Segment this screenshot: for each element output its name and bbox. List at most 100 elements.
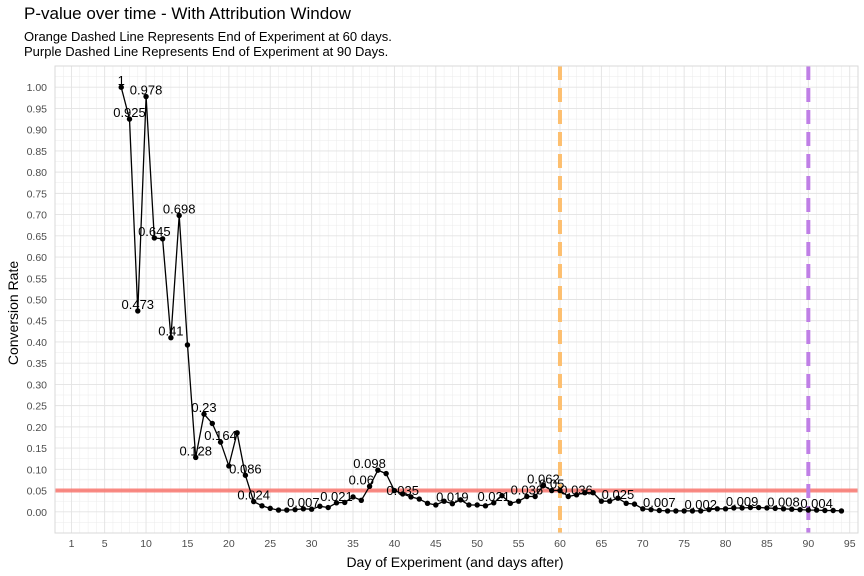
data-point <box>250 498 257 505</box>
data-point <box>664 508 671 514</box>
data-labels: 1 0.925 0.473 0.978 0.645 0.41 0.698 0.128 0.23 0… <box>113 73 833 512</box>
y-tick-label: 0.00 <box>27 507 48 519</box>
x-tick-label: 55 <box>513 538 525 550</box>
data-point <box>549 487 555 494</box>
data-point <box>623 500 629 506</box>
data-point <box>648 506 654 513</box>
data-point <box>300 506 307 512</box>
data-point <box>466 502 472 508</box>
data-point <box>739 505 745 511</box>
data-point <box>366 483 373 489</box>
data-label: 0.645 <box>138 224 171 239</box>
data-label: 1 <box>118 73 125 88</box>
reference-lines <box>55 66 858 533</box>
chart-title: P-value over time - With Attribution Win… <box>24 4 351 23</box>
y-tick-label: 0.95 <box>27 103 48 115</box>
data-label: 0.024 <box>237 488 270 503</box>
data-point <box>317 503 323 509</box>
data-point <box>449 501 456 507</box>
x-tick-label: 50 <box>471 538 483 550</box>
data-point <box>573 492 580 498</box>
data-label: 0.025 <box>602 487 635 502</box>
x-tick-label: 95 <box>844 538 856 550</box>
data-point <box>209 420 215 427</box>
data-point <box>491 500 497 506</box>
y-tick-label: 0.75 <box>27 188 48 200</box>
data-label: 0.164 <box>204 428 237 443</box>
data-label: 0.019 <box>436 490 469 505</box>
panel-border <box>54 65 859 534</box>
axes: 1 5 10 15 20 25 30 35 40 45 50 55 60 65 70 75 80 85 90 950.… <box>27 65 859 550</box>
data-label: 0.004 <box>800 496 833 511</box>
data-point <box>275 507 282 513</box>
data-point <box>565 493 571 500</box>
data-point <box>217 439 224 445</box>
data-point <box>582 489 588 496</box>
y-tick-label: 0.20 <box>27 422 48 434</box>
data-point <box>797 506 803 513</box>
chart-subtitle-line-2: Purple Dashed Line Represents End of Exp… <box>24 44 389 59</box>
data-point <box>838 508 845 514</box>
x-tick-label: 60 <box>554 538 566 550</box>
data-point <box>184 342 191 348</box>
data-point <box>242 472 249 478</box>
y-tick-label: 0.25 <box>27 401 48 413</box>
data-point <box>375 467 381 473</box>
data-point <box>830 507 836 514</box>
y-tick-label: 1.00 <box>27 82 48 94</box>
x-tick-label: 40 <box>389 538 401 550</box>
x-tick-label: 35 <box>347 538 359 550</box>
data-point <box>557 487 563 494</box>
data-point <box>515 498 522 504</box>
data-label: 0.978 <box>130 83 163 98</box>
data-label: 0.002 <box>684 497 717 512</box>
y-tick-label: 0.05 <box>27 486 48 498</box>
y-tick-label: 0.15 <box>27 443 48 455</box>
x-tick-label: 10 <box>140 538 152 550</box>
data-label: 0.036 <box>560 482 593 497</box>
grid-layer <box>55 65 859 533</box>
data-point <box>805 507 812 513</box>
data-point <box>731 505 737 511</box>
data-point <box>656 507 663 514</box>
x-tick-label: 1 <box>69 538 75 550</box>
data-point <box>424 500 431 506</box>
data-point <box>813 507 820 513</box>
y-tick-label: 0.70 <box>27 210 48 222</box>
x-tick-label: 85 <box>761 538 773 550</box>
y-tick-label: 0.90 <box>27 125 48 137</box>
data-label: 0.008 <box>767 494 800 509</box>
data-point <box>383 470 389 477</box>
x-tick-label: 90 <box>802 538 814 550</box>
x-tick-label: 5 <box>102 538 108 550</box>
y-tick-label: 0.60 <box>27 252 48 264</box>
x-tick-label: 45 <box>430 538 442 550</box>
series-layer <box>118 84 845 514</box>
data-label: 0.473 <box>122 297 155 312</box>
data-label: 0.05 <box>539 477 564 492</box>
data-point <box>267 505 273 512</box>
data-point <box>507 500 514 506</box>
x-tick-label: 25 <box>264 538 276 550</box>
data-point <box>118 84 124 90</box>
data-point <box>714 506 720 512</box>
y-tick-label: 0.35 <box>27 358 48 370</box>
data-label: 0.23 <box>191 400 216 415</box>
data-label: 0.009 <box>726 494 759 509</box>
data-point <box>151 235 158 241</box>
data-point <box>722 506 729 512</box>
data-point <box>681 508 687 514</box>
data-label: 0.41 <box>158 324 183 339</box>
data-label: 0.036 <box>511 482 544 497</box>
data-point <box>640 506 646 512</box>
x-axis-title: Day of Experiment (and days after) <box>346 554 563 570</box>
x-tick-label: 70 <box>637 538 649 550</box>
data-point <box>325 504 331 511</box>
data-point <box>391 487 398 494</box>
data-label: 0.062 <box>527 471 560 486</box>
data-point <box>631 501 638 507</box>
data-label: 0.098 <box>353 456 386 471</box>
data-point <box>590 489 596 496</box>
data-point <box>540 482 547 489</box>
